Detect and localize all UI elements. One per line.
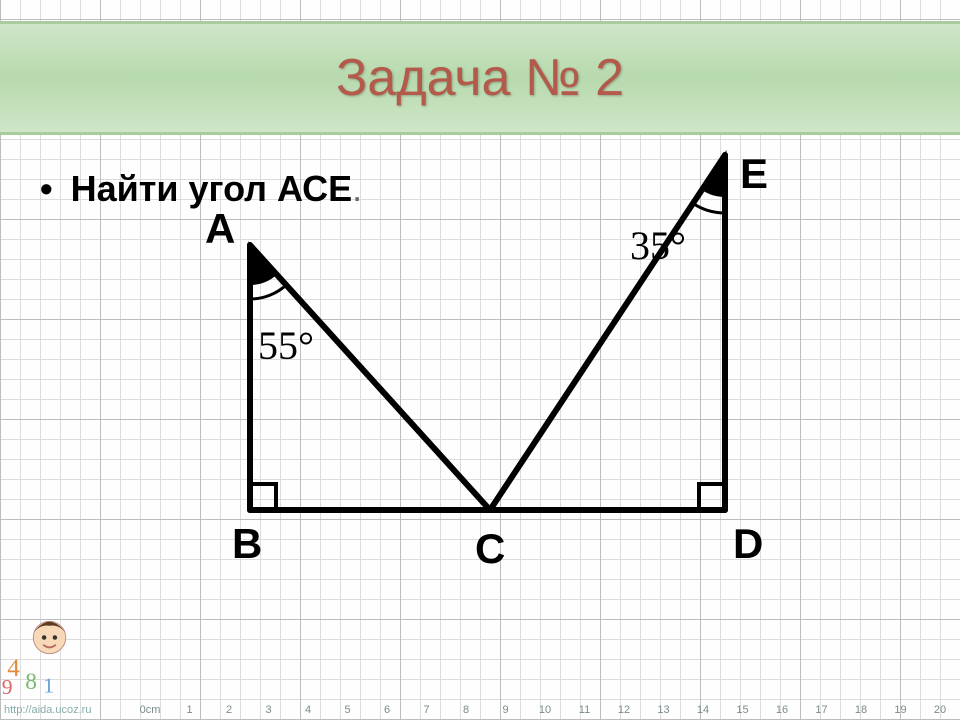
- angle-label: 55°: [258, 322, 314, 369]
- slide: Задача № 2 •Найти угол АСЕ. АВСDЕ55°35° …: [0, 0, 960, 720]
- point-label: С: [475, 525, 505, 573]
- title-band: Задача № 2: [0, 24, 960, 132]
- svg-text:1: 1: [43, 673, 54, 696]
- source-url: http://aida.ucoz.ru: [4, 704, 91, 716]
- angle-label: 35°: [630, 222, 686, 269]
- point-label: А: [205, 205, 235, 253]
- svg-text:8: 8: [25, 669, 37, 695]
- geometry-diagram: А В С D Е 55° 35°: [0, 150, 960, 630]
- point-label: Е: [740, 150, 768, 198]
- point-label: В: [232, 520, 262, 568]
- cartoon-kid-icon: 4 8 9 1: [0, 606, 90, 696]
- point-label: D: [733, 520, 763, 568]
- slide-title: Задача № 2: [336, 48, 624, 108]
- svg-text:9: 9: [2, 675, 13, 696]
- ruler-footer: 0cm1234567891011121314151617181920: [150, 686, 940, 716]
